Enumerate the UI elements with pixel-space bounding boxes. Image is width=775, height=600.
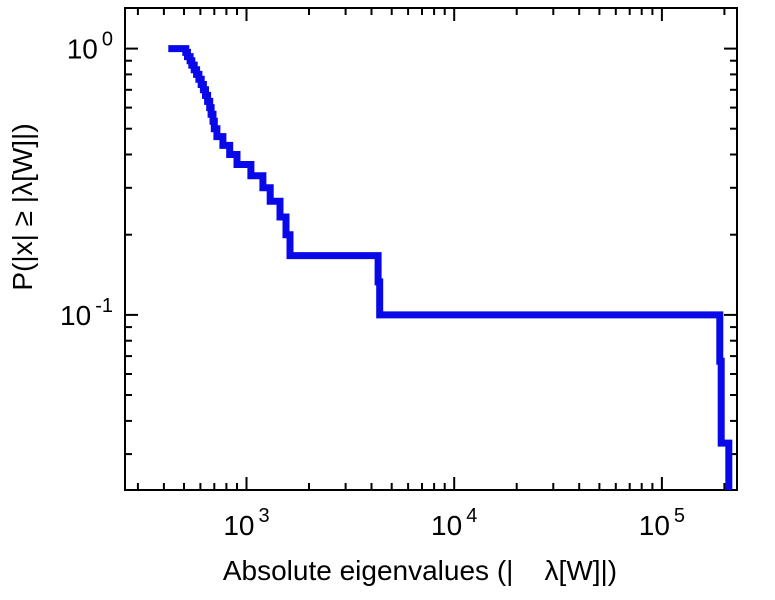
- y-tick-label: 10 -1: [60, 295, 113, 331]
- x-axis-title: Absolute eigenvalues (| λ[W]|): [223, 555, 617, 586]
- x-tick-label: 10 5: [639, 505, 685, 541]
- axis-ticks: [125, 8, 737, 490]
- ccdf-step-line: [168, 45, 733, 490]
- x-tick-label: 10 3: [223, 505, 269, 541]
- plot-frame: [124, 7, 738, 491]
- axis-tick-labels: 10 3 10 4 10 5 10 0 10 -1: [60, 29, 685, 541]
- x-tick-label: 10 4: [431, 505, 477, 541]
- y-axis-title: P(|x| ≥ |λ[W]|): [7, 123, 38, 290]
- y-tick-label: 10 0: [67, 29, 113, 65]
